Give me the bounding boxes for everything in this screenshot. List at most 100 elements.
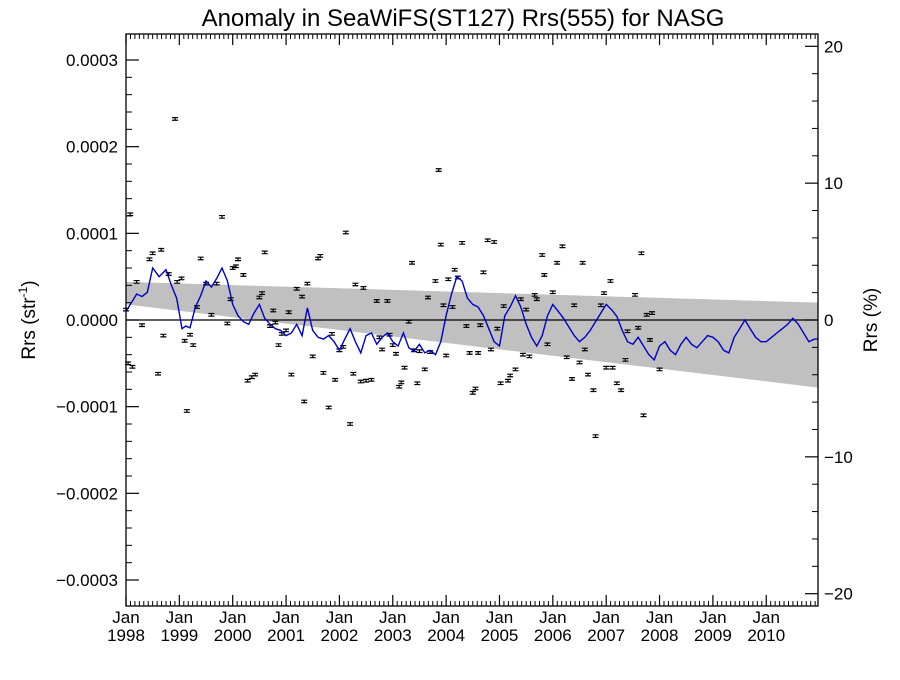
- data-point-errorbar: [325, 405, 332, 410]
- data-point-errorbar: [563, 355, 570, 360]
- plot-area: −0.0003 −0.0002 −0.0001 0.0000 0.0001 0.0002 0…: [56, 33, 853, 645]
- data-point-errorbar: [283, 328, 290, 333]
- y-axis-label: Rrs (str-1): [16, 280, 40, 359]
- data-point-errorbar: [270, 308, 277, 313]
- data-point-errorbar: [554, 260, 561, 265]
- y-axis-label-main: Rrs (str: [19, 297, 40, 360]
- x-tick-label-year: 2007: [587, 626, 625, 645]
- data-point-errorbar: [635, 325, 642, 330]
- data-point-errorbar: [541, 273, 548, 277]
- x-tick-label-month: Jan: [592, 608, 619, 627]
- data-point-errorbar: [597, 303, 604, 308]
- data-point-errorbar: [477, 323, 484, 328]
- data-point-errorbar: [579, 260, 586, 265]
- data-point-errorbar: [127, 212, 134, 217]
- data-point-errorbar: [414, 381, 421, 386]
- data-point-errorbar: [432, 279, 439, 283]
- data-point-errorbar: [174, 279, 181, 284]
- data-point-errorbar: [585, 372, 592, 377]
- data-point-errorbar: [581, 347, 588, 352]
- y-tick-label: 0.0003: [66, 51, 118, 70]
- data-point-errorbar: [480, 270, 487, 275]
- y-axis-label-close: ): [19, 280, 40, 286]
- data-point-errorbar: [342, 230, 349, 235]
- data-point-errorbar: [445, 277, 452, 282]
- data-point-errorbar: [398, 380, 405, 385]
- data-point-errorbar: [363, 378, 370, 383]
- y2-tick-label: −20: [824, 585, 853, 604]
- data-point-errorbar: [235, 257, 242, 262]
- data-point-errorbar: [155, 371, 162, 376]
- data-point-errorbar: [549, 290, 556, 295]
- x-tick-label-month: Jan: [646, 608, 673, 627]
- chart-title: Anomaly in SeaWiFS(ST127) Rrs(555) for N…: [202, 5, 725, 32]
- data-point-errorbar: [640, 413, 647, 418]
- data-point-errorbar: [187, 332, 194, 337]
- data-point-errorbar: [531, 292, 538, 297]
- data-point-errorbar: [408, 260, 415, 265]
- data-point-errorbar: [559, 244, 566, 249]
- data-point-errorbar: [643, 312, 650, 317]
- x-tick-label-month: Jan: [753, 608, 780, 627]
- data-point-errorbar: [158, 247, 165, 252]
- x-tick-label-year: 2008: [641, 626, 679, 645]
- data-point-errorbar: [129, 364, 136, 369]
- data-point-errorbar: [219, 214, 226, 219]
- data-point-errorbar: [631, 292, 638, 297]
- data-point-errorbar: [133, 279, 140, 284]
- data-point-errorbar: [139, 323, 146, 328]
- data-point-errorbar: [576, 360, 583, 365]
- data-point-errorbar: [320, 370, 327, 375]
- x-tick-label-month: Jan: [486, 608, 513, 627]
- data-point-errorbar: [405, 319, 412, 324]
- data-point-errorbar: [272, 320, 279, 325]
- x-tick-label-month: Jan: [432, 608, 459, 627]
- x-tick-label-year: 2002: [321, 626, 359, 645]
- data-point-errorbar: [259, 291, 266, 296]
- data-point-errorbar: [190, 343, 197, 348]
- data-point-errorbar: [609, 365, 616, 370]
- data-point-errorbar: [275, 343, 282, 348]
- data-point-errorbar: [240, 273, 247, 277]
- data-point-errorbar: [656, 367, 663, 372]
- data-point-errorbar: [497, 381, 504, 386]
- x-tick-label-year: 2010: [747, 626, 785, 645]
- data-point-errorbar: [533, 297, 540, 302]
- data-point-errorbar: [649, 311, 656, 315]
- data-point-errorbar: [178, 276, 185, 281]
- data-point-errorbar: [569, 377, 576, 381]
- data-point-errorbar: [443, 353, 450, 358]
- data-point-errorbar: [463, 324, 470, 328]
- data-point-errorbar: [613, 381, 620, 386]
- data-point-errorbar: [607, 279, 614, 283]
- data-point-errorbar: [487, 347, 494, 352]
- y-tick-label: 0.0002: [66, 138, 118, 157]
- y2-tick-label: 20: [824, 37, 843, 56]
- x-tick-label-year: 1998: [107, 626, 145, 645]
- y2-tick-label: 10: [824, 174, 843, 193]
- x-tick-label-month: Jan: [272, 608, 299, 627]
- data-point-errorbar: [301, 399, 308, 404]
- data-point-errorbar: [505, 378, 512, 383]
- data-point-errorbar: [638, 251, 645, 256]
- data-point-errorbar: [469, 390, 476, 395]
- x-tick-label-month: Jan: [219, 608, 246, 627]
- x-tick-label-month: Jan: [379, 608, 406, 627]
- data-point-errorbar: [160, 333, 167, 338]
- x-tick-label-year: 2005: [481, 626, 519, 645]
- x-tick-label-month: Jan: [112, 608, 139, 627]
- smoothed-series-line: [125, 266, 818, 362]
- data-point-errorbar: [299, 294, 306, 299]
- data-point-errorbar: [424, 295, 431, 300]
- data-point-errorbar: [592, 434, 599, 439]
- x-tick-label-year: 2001: [267, 626, 305, 645]
- x-tick-label-month: Jan: [326, 608, 353, 627]
- data-point-errorbar: [401, 365, 408, 370]
- y-tick-label: −0.0002: [56, 484, 118, 503]
- x-tick-label-year: 2006: [534, 626, 572, 645]
- data-point-errorbar: [332, 377, 339, 382]
- data-point-errorbar: [285, 310, 292, 315]
- data-point-errorbar: [523, 307, 530, 312]
